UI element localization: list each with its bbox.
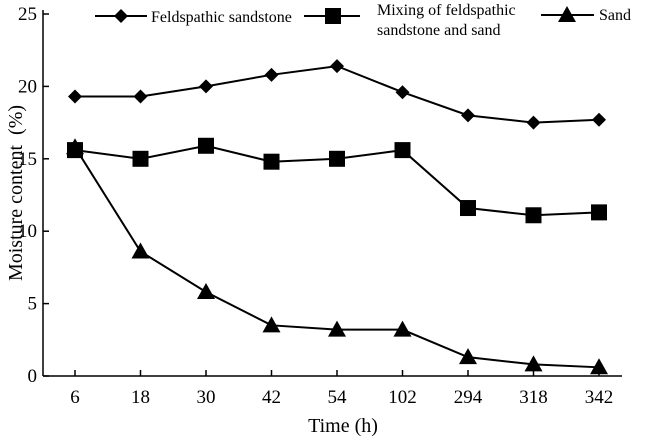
- y-tick-label: 5: [28, 294, 38, 315]
- data-point-square: [394, 142, 411, 159]
- data-point-square: [263, 153, 280, 170]
- data-point-square: [132, 150, 149, 167]
- data-point-triangle: [262, 316, 281, 333]
- series-layer: [66, 59, 608, 375]
- x-tick-label: 294: [454, 387, 483, 408]
- series-2: [66, 138, 608, 375]
- data-point-square: [525, 207, 542, 224]
- x-ticks: 6 18 30 42 54 102 294 318 342: [70, 370, 613, 408]
- legend-label-feldspathic-sandstone: Feldspathic sandstone: [151, 9, 292, 26]
- legend-marker-triangle: [558, 6, 576, 22]
- data-point-diamond: [592, 112, 606, 127]
- series-1: [67, 137, 607, 224]
- x-tick-label: 318: [519, 387, 548, 408]
- y-tick-label: 25: [18, 4, 37, 25]
- data-point-square: [329, 150, 345, 167]
- x-axis-title: Time (h): [308, 415, 378, 437]
- x-tick-label: 42: [262, 387, 281, 408]
- data-point-diamond: [395, 85, 410, 100]
- data-point-square: [460, 200, 476, 217]
- data-point-triangle: [524, 355, 543, 372]
- data-point-triangle: [131, 242, 150, 259]
- series-line: [75, 65, 600, 124]
- data-point-diamond: [461, 108, 475, 123]
- x-tick-label: 6: [70, 387, 80, 408]
- legend-label-mixing-line2: sandstone and sand: [377, 22, 501, 39]
- data-point-diamond: [133, 89, 148, 104]
- series-0: [68, 59, 606, 130]
- y-tick-label: 10: [18, 221, 37, 242]
- y-ticks: 0 5 10 15 20 25: [18, 4, 49, 387]
- y-tick-label: 20: [18, 76, 37, 97]
- data-point-triangle: [393, 320, 412, 337]
- data-point-triangle: [459, 348, 477, 365]
- x-tick-label: 18: [131, 387, 150, 408]
- data-point-square: [591, 204, 607, 221]
- x-tick-label: 102: [388, 387, 417, 408]
- legend-marker-diamond: [114, 9, 128, 23]
- legend-label-sand: Sand: [599, 7, 631, 24]
- data-point-diamond: [199, 79, 213, 94]
- data-point-triangle: [328, 320, 346, 337]
- data-point-diamond: [330, 59, 344, 74]
- x-tick-label: 30: [197, 387, 216, 408]
- data-point-triangle: [66, 138, 84, 155]
- data-point-square: [198, 137, 214, 154]
- data-point-diamond: [68, 89, 82, 104]
- legend-marker-square: [325, 8, 341, 24]
- data-point-triangle: [590, 358, 608, 375]
- y-tick-label: 15: [18, 149, 37, 170]
- x-tick-label: 54: [328, 387, 348, 408]
- x-tick-label: 342: [585, 387, 614, 408]
- data-point-triangle: [197, 283, 215, 300]
- data-point-diamond: [264, 67, 279, 82]
- legend: Feldspathic sandstone Mixing of feldspat…: [95, 2, 631, 39]
- legend-label-mixing-line1: Mixing of feldspathic: [377, 2, 516, 19]
- y-tick-label: 0: [28, 366, 38, 387]
- y-axis-title: Moisture content (%): [5, 105, 27, 281]
- data-point-diamond: [526, 115, 541, 130]
